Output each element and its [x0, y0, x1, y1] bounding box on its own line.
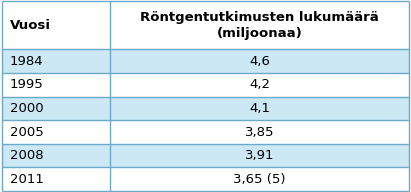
Text: 2005: 2005 [9, 126, 43, 139]
Text: 3,85: 3,85 [245, 126, 274, 139]
Text: 2000: 2000 [9, 102, 43, 115]
Text: 4,2: 4,2 [249, 78, 270, 91]
Bar [2, 97, 110, 120]
Bar [2, 144, 110, 167]
Text: Vuosi: Vuosi [9, 19, 51, 32]
Bar [110, 120, 409, 144]
Bar [2, 167, 110, 191]
Bar [110, 49, 409, 73]
Text: 3,65 (5): 3,65 (5) [233, 173, 286, 186]
Bar [110, 167, 409, 191]
Bar [2, 120, 110, 144]
Text: 1984: 1984 [9, 55, 43, 68]
Text: 1995: 1995 [9, 78, 43, 91]
Text: 2011: 2011 [9, 173, 44, 186]
Text: Röntgentutkimusten lukumäärä
(miljoonaa): Röntgentutkimusten lukumäärä (miljoonaa) [140, 11, 379, 40]
Bar [2, 1, 110, 49]
Bar [110, 97, 409, 120]
Text: 3,91: 3,91 [245, 149, 274, 162]
Bar [110, 73, 409, 97]
Text: 4,1: 4,1 [249, 102, 270, 115]
Text: 4,6: 4,6 [249, 55, 270, 68]
Text: 2008: 2008 [9, 149, 43, 162]
Bar [110, 1, 409, 49]
Bar [2, 49, 110, 73]
Bar [2, 73, 110, 97]
Bar [110, 144, 409, 167]
